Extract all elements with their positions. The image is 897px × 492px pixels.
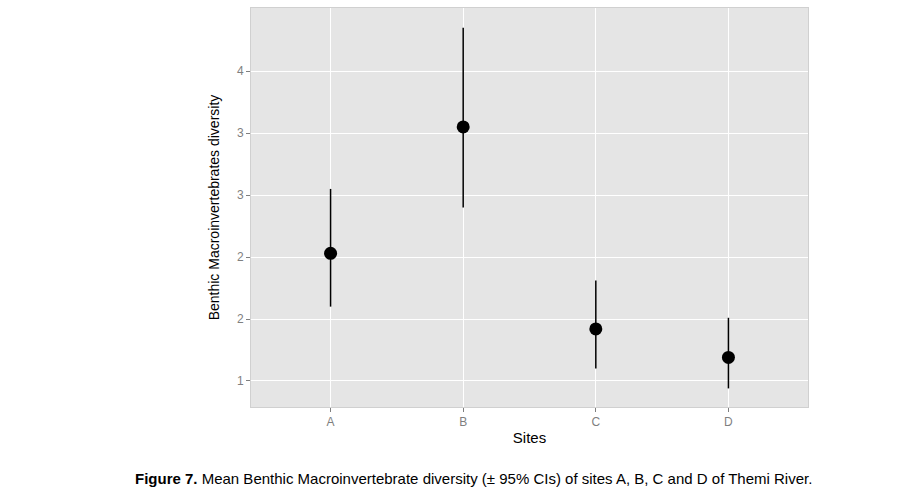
svg-text:3: 3 — [237, 188, 244, 202]
svg-text:A: A — [327, 415, 335, 429]
svg-text:Sites: Sites — [513, 429, 546, 446]
svg-text:1: 1 — [237, 374, 244, 388]
svg-text:4: 4 — [237, 64, 244, 78]
svg-text:C: C — [591, 415, 600, 429]
svg-text:Benthic Macroinvertebrates div: Benthic Macroinvertebrates diversity — [206, 95, 222, 321]
svg-text:2: 2 — [237, 312, 244, 326]
svg-text:D: D — [724, 415, 733, 429]
svg-text:2: 2 — [237, 250, 244, 264]
svg-text:Figure 7. Mean Benthic Macroin: Figure 7. Mean Benthic Macroinvertebrate… — [135, 470, 812, 487]
svg-text:3: 3 — [237, 126, 244, 140]
svg-text:B: B — [459, 415, 467, 429]
